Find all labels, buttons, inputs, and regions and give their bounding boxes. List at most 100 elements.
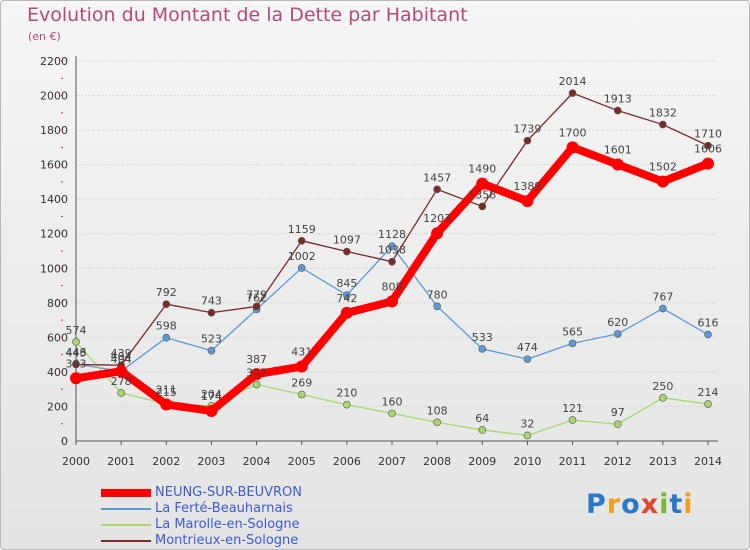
legend-swatch-3 <box>101 540 151 542</box>
data-label-layer: 446 404 598 523 762 1002 845 1128 780 533 474 565 62… <box>66 75 723 430</box>
data-label: 780 <box>427 288 448 301</box>
data-point <box>388 257 396 266</box>
legend-swatch-1 <box>101 508 151 510</box>
data-point <box>656 175 669 188</box>
data-point <box>566 141 579 154</box>
y-tick-label: 1600 <box>40 159 68 172</box>
y-tick-label: 0 <box>61 435 68 448</box>
data-point <box>659 304 667 313</box>
data-label: 1002 <box>288 250 316 263</box>
data-label: 792 <box>156 286 177 299</box>
data-label: 1358 <box>468 188 496 201</box>
data-point <box>613 330 622 338</box>
data-label: 250 <box>652 380 673 393</box>
y-tick-label: 600 <box>47 331 68 344</box>
x-tick-label: 2014 <box>694 455 722 468</box>
data-label: 533 <box>472 331 493 344</box>
data-point <box>704 330 712 339</box>
data-label: 439 <box>111 347 132 360</box>
data-label: 1832 <box>649 107 677 120</box>
data-label: 1502 <box>649 161 677 174</box>
data-label: 2014 <box>559 75 587 88</box>
data-point <box>250 368 263 381</box>
data-point <box>297 264 306 272</box>
legend-swatch-2 <box>101 524 151 526</box>
data-point <box>568 89 577 97</box>
data-point <box>72 360 80 369</box>
y-tick-label: 2200 <box>40 55 68 68</box>
data-point <box>521 195 534 208</box>
data-point <box>252 302 261 311</box>
data-point <box>613 420 622 429</box>
data-point <box>72 338 80 346</box>
data-label: 404 <box>111 353 132 366</box>
x-tick-label: 2003 <box>197 455 225 468</box>
data-label: 1739 <box>513 123 541 136</box>
data-label: 565 <box>562 325 583 338</box>
data-point <box>704 400 712 408</box>
x-tick-label: 2011 <box>559 455 587 468</box>
data-label: 97 <box>611 406 625 419</box>
data-label: 1128 <box>378 228 406 241</box>
data-label: 443 <box>66 346 87 359</box>
data-label: 1097 <box>333 234 361 247</box>
data-label: 1038 <box>378 244 406 257</box>
data-label: 1203 <box>423 212 451 225</box>
data-label: 160 <box>382 395 403 408</box>
data-label: 523 <box>201 333 222 346</box>
data-label: 762 <box>246 291 267 304</box>
data-label: 431 <box>291 346 312 359</box>
proxiti-logo: Proxiti <box>586 489 694 520</box>
data-point <box>162 333 171 342</box>
data-point <box>523 355 532 363</box>
x-tick-label: 2010 <box>513 455 541 468</box>
data-label: 767 <box>652 291 673 304</box>
data-point <box>162 300 171 309</box>
data-point <box>433 302 441 311</box>
data-point <box>523 136 532 145</box>
data-point <box>295 360 308 373</box>
x-tick-label: 2007 <box>378 455 406 468</box>
data-point <box>207 308 216 317</box>
data-point <box>388 242 396 250</box>
x-tick-label: 2012 <box>604 455 632 468</box>
y-tick-label: 1000 <box>40 262 68 275</box>
data-label: 598 <box>156 320 177 333</box>
data-point <box>478 426 487 434</box>
data-point <box>115 365 128 378</box>
y-tick-label: 800 <box>47 297 68 310</box>
y-tick-label: 1200 <box>40 228 68 241</box>
data-label: 32 <box>520 417 534 430</box>
data-point <box>297 237 306 245</box>
data-point <box>476 177 489 190</box>
data-point <box>523 431 532 440</box>
data-point <box>205 404 218 417</box>
data-point <box>388 409 396 418</box>
y-tick-label: 400 <box>47 366 68 379</box>
data-point <box>611 158 624 171</box>
data-label: 121 <box>562 402 583 415</box>
data-label: 1913 <box>604 93 632 106</box>
data-label: 620 <box>607 316 628 329</box>
y-tick-label: 1400 <box>40 193 68 206</box>
data-point <box>702 157 714 170</box>
data-label: 269 <box>291 377 312 390</box>
data-label: 211 <box>156 384 177 397</box>
data-label: 808 <box>382 280 403 293</box>
data-label: 845 <box>336 277 357 290</box>
legend-label: Montrieux-en-Sologne <box>155 533 299 548</box>
data-label: 278 <box>111 375 132 388</box>
x-tick-label: 2000 <box>62 455 90 468</box>
data-point <box>431 227 444 240</box>
data-point <box>433 185 441 194</box>
data-point <box>568 416 577 424</box>
data-label: 404 <box>111 350 132 363</box>
data-label: 1389 <box>513 180 541 193</box>
data-label: 616 <box>698 317 719 330</box>
data-label: 779 <box>246 288 267 301</box>
data-point <box>478 202 487 211</box>
data-point <box>207 346 216 355</box>
data-point <box>659 394 667 402</box>
data-point <box>659 120 667 129</box>
